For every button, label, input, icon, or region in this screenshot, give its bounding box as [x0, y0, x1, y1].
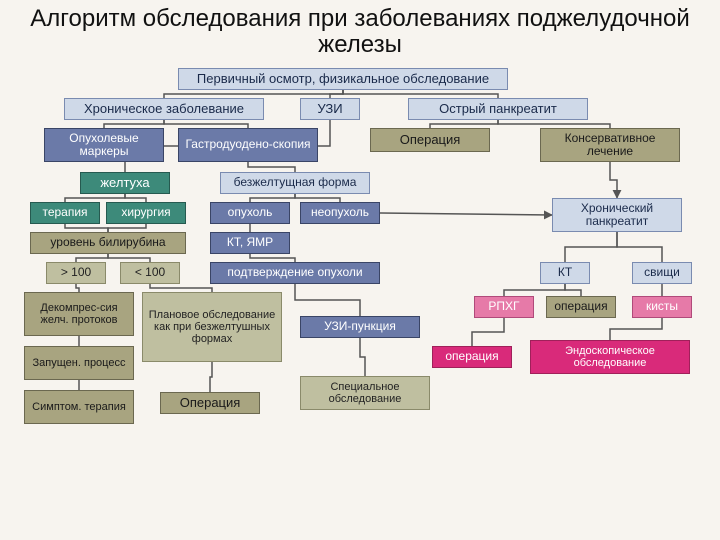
node-uzi_punc: УЗИ-пункция	[300, 316, 420, 338]
node-nontumor: неопухоль	[300, 202, 380, 224]
node-chronic: Хроническое заболевание	[64, 98, 264, 120]
node-surgery: хирургия	[106, 202, 186, 224]
node-special: Специальное обследование	[300, 376, 430, 410]
node-lt100: < 100	[120, 262, 180, 284]
node-gt100: > 100	[46, 262, 106, 284]
node-ct_nmr: КТ, ЯМР	[210, 232, 290, 254]
node-operation4: Операция	[160, 392, 260, 414]
node-zapushch: Запущен. процесс	[24, 346, 134, 380]
node-endo: Эндоскопическое обследование	[530, 340, 690, 374]
node-symptom: Симптом. терапия	[24, 390, 134, 424]
node-confirm: подтверждение опухоли	[210, 262, 380, 284]
node-bilirubin: уровень билирубина	[30, 232, 186, 254]
node-cysts: кисты	[632, 296, 692, 318]
node-operation1: Операция	[370, 128, 490, 152]
node-tumor: опухоль	[210, 202, 290, 224]
node-fistula: свищи	[632, 262, 692, 284]
node-kt: КТ	[540, 262, 590, 284]
node-operation2: операция	[546, 296, 616, 318]
node-gastro: Гастродуодено-скопия	[178, 128, 318, 162]
node-decompress: Декомпрес-сия желч. протоков	[24, 292, 134, 336]
node-nonjaundice: безжелтущная форма	[220, 172, 370, 194]
node-uzi: УЗИ	[300, 98, 360, 120]
node-therapy: терапия	[30, 202, 100, 224]
node-primary: Первичный осмотр, физикальное обследован…	[178, 68, 508, 90]
node-jaundice: желтуха	[80, 172, 170, 194]
node-operation3: операция	[432, 346, 512, 368]
node-acute: Острый панкреатит	[408, 98, 588, 120]
node-rpkhg: РПХГ	[474, 296, 534, 318]
diagram-title: Алгоритм обследования при заболеваниях п…	[0, 6, 720, 59]
node-planned: Плановое обследование как при безжелтушн…	[142, 292, 282, 362]
node-tumor_markers: Опухолевые маркеры	[44, 128, 164, 162]
node-conserv: Консервативное лечение	[540, 128, 680, 162]
node-chron_panc: Хронический панкреатит	[552, 198, 682, 232]
